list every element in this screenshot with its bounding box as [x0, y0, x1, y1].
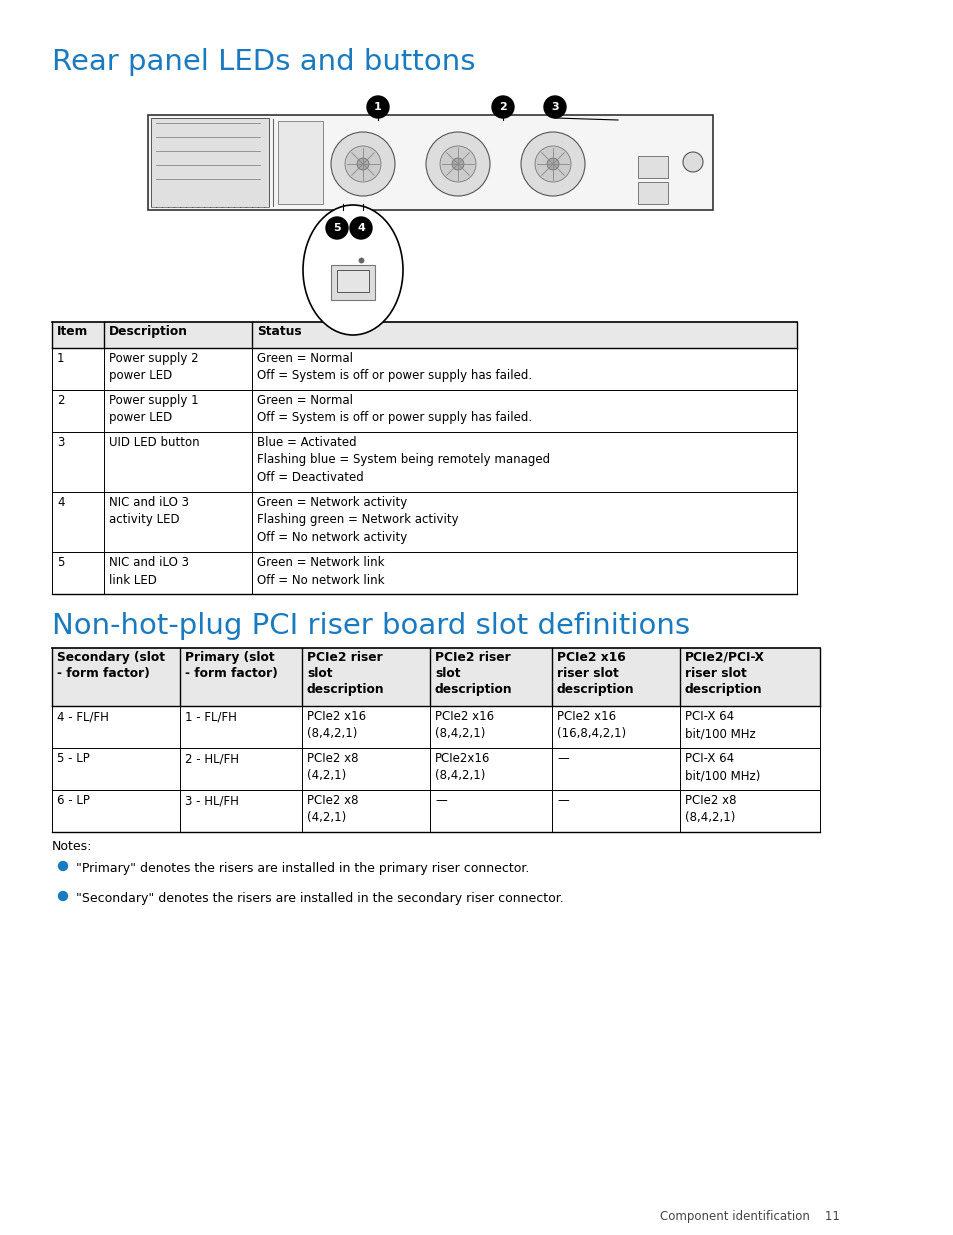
Text: PCIe2x16
(8,4,2,1): PCIe2x16 (8,4,2,1) [435, 752, 490, 783]
Text: UID LED button: UID LED button [109, 436, 199, 450]
Bar [277, 121, 323, 204]
Text: PCIe2/PCI-X
riser slot
description: PCIe2/PCI-X riser slot description [684, 651, 764, 697]
Bar [331, 266, 375, 300]
Text: 6 - LP: 6 - LP [57, 794, 90, 806]
Text: PCIe2 x8
(8,4,2,1): PCIe2 x8 (8,4,2,1) [684, 794, 736, 825]
Text: PCIe2 riser
slot
description: PCIe2 riser slot description [435, 651, 512, 697]
Text: 2: 2 [57, 394, 65, 408]
Bar [638, 182, 667, 204]
Bar [638, 156, 667, 178]
Text: 3: 3 [551, 103, 558, 112]
Text: —: — [557, 752, 568, 764]
Bar [52, 322, 796, 348]
Text: Non-hot-plug PCI riser board slot definitions: Non-hot-plug PCI riser board slot defini… [52, 613, 689, 640]
Text: Primary (slot
- form factor): Primary (slot - form factor) [185, 651, 277, 680]
Text: 2 - HL/FH: 2 - HL/FH [185, 752, 239, 764]
Text: 1 - FL/FH: 1 - FL/FH [185, 710, 236, 722]
Text: PCIe2 riser
slot
description: PCIe2 riser slot description [307, 651, 384, 697]
Text: 1: 1 [374, 103, 381, 112]
Text: 4: 4 [57, 496, 65, 509]
Text: "Primary" denotes the risers are installed in the primary riser connector.: "Primary" denotes the risers are install… [76, 862, 529, 876]
Circle shape [331, 132, 395, 196]
Text: PCI-X 64
bit/100 MHz): PCI-X 64 bit/100 MHz) [684, 752, 760, 783]
Text: 3 - HL/FH: 3 - HL/FH [185, 794, 238, 806]
Text: Green = Network link
Off = No network link: Green = Network link Off = No network li… [256, 556, 384, 587]
Text: Power supply 2
power LED: Power supply 2 power LED [109, 352, 198, 383]
Circle shape [492, 96, 514, 119]
Bar [336, 270, 369, 291]
Bar [148, 115, 712, 210]
Text: 2: 2 [498, 103, 506, 112]
Circle shape [367, 96, 389, 119]
Circle shape [58, 862, 68, 871]
Text: NIC and iLO 3
link LED: NIC and iLO 3 link LED [109, 556, 189, 587]
Text: Green = Normal
Off = System is off or power supply has failed.: Green = Normal Off = System is off or po… [256, 352, 532, 383]
Text: Description: Description [109, 325, 188, 338]
Text: Blue = Activated
Flashing blue = System being remotely managed
Off = Deactivated: Blue = Activated Flashing blue = System … [256, 436, 550, 484]
Circle shape [345, 146, 380, 182]
Circle shape [520, 132, 584, 196]
Circle shape [543, 96, 565, 119]
Ellipse shape [303, 205, 402, 335]
Text: Notes:: Notes: [52, 840, 92, 853]
Circle shape [439, 146, 476, 182]
Circle shape [326, 217, 348, 240]
Circle shape [426, 132, 490, 196]
Circle shape [535, 146, 571, 182]
Text: —: — [557, 794, 568, 806]
Circle shape [356, 158, 369, 170]
Text: PCIe2 x8
(4,2,1): PCIe2 x8 (4,2,1) [307, 752, 358, 783]
Bar [151, 119, 269, 207]
Text: Green = Normal
Off = System is off or power supply has failed.: Green = Normal Off = System is off or po… [256, 394, 532, 425]
Bar [52, 648, 820, 706]
Text: Secondary (slot
- form factor): Secondary (slot - form factor) [57, 651, 165, 680]
Text: Component identification    11: Component identification 11 [659, 1210, 839, 1223]
Text: PCIe2 x16
(8,4,2,1): PCIe2 x16 (8,4,2,1) [435, 710, 494, 741]
Text: PCIe2 x8
(4,2,1): PCIe2 x8 (4,2,1) [307, 794, 358, 825]
Text: 4: 4 [356, 224, 365, 233]
Text: Green = Network activity
Flashing green = Network activity
Off = No network acti: Green = Network activity Flashing green … [256, 496, 458, 543]
Text: PCIe2 x16
riser slot
description: PCIe2 x16 riser slot description [557, 651, 634, 697]
Text: Status: Status [256, 325, 301, 338]
Text: PCIe2 x16
(16,8,4,2,1): PCIe2 x16 (16,8,4,2,1) [557, 710, 625, 741]
Circle shape [682, 152, 702, 172]
Text: 3: 3 [57, 436, 64, 450]
Text: NIC and iLO 3
activity LED: NIC and iLO 3 activity LED [109, 496, 189, 526]
Circle shape [350, 217, 372, 240]
Text: Rear panel LEDs and buttons: Rear panel LEDs and buttons [52, 48, 475, 77]
Text: 5: 5 [57, 556, 64, 569]
Circle shape [58, 892, 68, 900]
Circle shape [546, 158, 558, 170]
Text: Item: Item [57, 325, 89, 338]
Text: Power supply 1
power LED: Power supply 1 power LED [109, 394, 198, 425]
Text: —: — [435, 794, 446, 806]
Text: 5 - LP: 5 - LP [57, 752, 90, 764]
Text: 5: 5 [333, 224, 340, 233]
Text: 1: 1 [57, 352, 65, 366]
Circle shape [452, 158, 463, 170]
Text: PCIe2 x16
(8,4,2,1): PCIe2 x16 (8,4,2,1) [307, 710, 366, 741]
Text: "Secondary" denotes the risers are installed in the secondary riser connector.: "Secondary" denotes the risers are insta… [76, 892, 563, 905]
Text: PCI-X 64
bit/100 MHz: PCI-X 64 bit/100 MHz [684, 710, 755, 741]
Text: 4 - FL/FH: 4 - FL/FH [57, 710, 109, 722]
